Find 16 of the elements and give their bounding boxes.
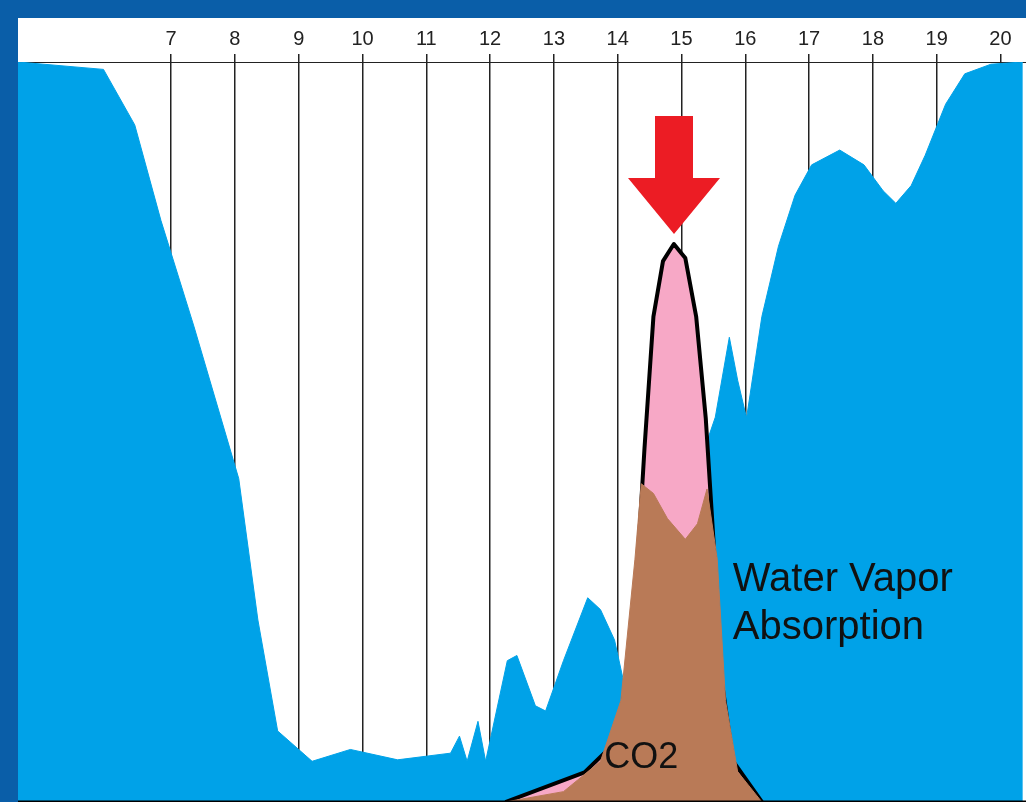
x-tick-label: 20 — [989, 26, 1012, 49]
x-tick-label: 13 — [542, 26, 566, 49]
x-tick-label: 14 — [606, 26, 629, 49]
series-label: Water Vapor Absorption — [732, 555, 953, 648]
x-tick-label: 10 — [351, 26, 374, 49]
x-tick-label: 11 — [415, 26, 437, 49]
x-tick-label: 7 — [165, 26, 177, 49]
x-tick-label: 9 — [293, 26, 305, 49]
x-tick-label: 15 — [670, 26, 693, 49]
x-tick-label: 19 — [925, 26, 948, 49]
x-tick-label: 8 — [229, 26, 241, 49]
series-label: CO2 — [604, 735, 679, 777]
x-tick-label: 16 — [734, 26, 757, 49]
x-tick-label: 18 — [861, 26, 885, 49]
x-tick-label: 17 — [797, 26, 821, 49]
x-tick-label: 12 — [478, 26, 502, 49]
